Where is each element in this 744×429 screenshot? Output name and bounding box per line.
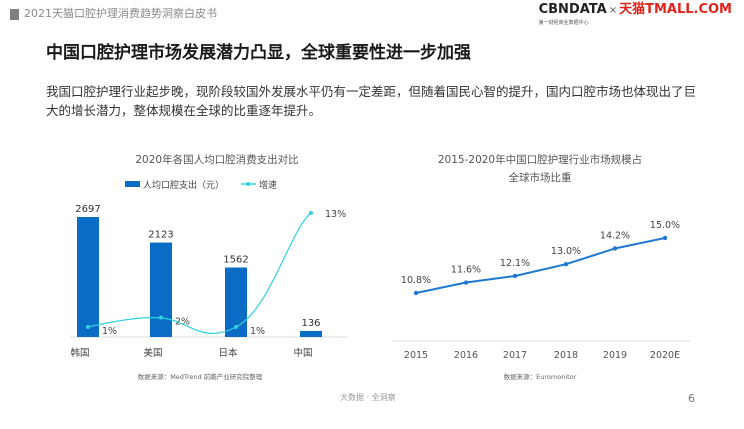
bar-value-label: 2123	[148, 230, 173, 241]
growth-point	[86, 325, 90, 329]
x-tick-label: 2015	[404, 350, 428, 361]
legend-line-label: 增速	[259, 179, 277, 191]
legend-bar-swatch	[125, 181, 140, 187]
growth-label: 1%	[102, 326, 117, 337]
logo-subtitle: 第一财经商业数据中心	[538, 20, 589, 26]
x-tick-label: 2020E	[650, 350, 680, 361]
x-tick-label: 2017	[503, 350, 527, 361]
x-tick-label: 2016	[454, 350, 478, 361]
header-marker	[10, 9, 19, 20]
share-point	[612, 246, 618, 251]
chart1-source: 数据来源：MedTrend 前瞻产业研究院整理	[138, 372, 263, 381]
logo-cbn: CBNDATA	[538, 2, 607, 17]
share-point	[662, 235, 668, 241]
share-point	[563, 261, 569, 267]
growth-label: 1%	[250, 326, 265, 337]
share-label: 15.0%	[650, 220, 680, 231]
chart1-title: 2020年各国人均口腔消费支出对比	[135, 153, 298, 166]
growth-point	[234, 325, 238, 329]
bar-value-label: 2697	[75, 204, 100, 215]
chart2-title: 2015-2020年中国口腔护理行业市场规模占	[438, 153, 642, 166]
logo: CBNDATA × 天猫TMALL.COM	[539, 2, 732, 19]
legend-bar-label: 人均口腔支出（元）	[143, 179, 224, 191]
x-tick-label: 日本	[218, 347, 238, 359]
growth-label: 13%	[325, 209, 346, 220]
bar	[300, 330, 322, 337]
page-number: 6	[688, 392, 695, 405]
share-line	[415, 237, 666, 294]
bar	[225, 267, 247, 337]
x-tick-label: 2018	[554, 350, 578, 361]
bar	[77, 217, 99, 337]
growth-label: 2%	[175, 317, 190, 328]
share-label: 13.0%	[551, 246, 581, 257]
legend-line-marker	[246, 182, 250, 186]
chart2-source: 数据来源：Euromonitor	[504, 372, 577, 381]
bar-value-label: 136	[301, 318, 320, 329]
chart2-title: 全球市场比重	[509, 171, 572, 184]
footer-tagline: 大数据 · 全洞察	[340, 393, 396, 402]
share-point	[463, 280, 469, 285]
x-tick-label: 中国	[293, 347, 312, 359]
x-tick-label: 2019	[603, 350, 627, 361]
bar	[150, 242, 172, 337]
share-point	[413, 290, 419, 296]
share-label: 12.1%	[500, 258, 530, 269]
slide-body: 我国口腔护理行业起步晚，现阶段较国外发展水平仍有一定差距，但随着国民心智的提升，…	[46, 84, 697, 118]
x-tick-label: 美国	[143, 347, 162, 359]
growth-point	[309, 211, 313, 215]
bar-value-label: 1562	[223, 255, 248, 266]
share-label: 14.2%	[600, 230, 630, 241]
share-label: 10.8%	[401, 275, 431, 286]
logo-tmall: 天猫TMALL.COM	[619, 2, 732, 17]
slide-title: 中国口腔护理市场发展潜力凸显，全球重要性进一步加强	[46, 43, 471, 63]
x-tick-label: 韩国	[70, 347, 89, 359]
growth-point	[159, 315, 163, 320]
share-label: 11.6%	[451, 265, 481, 276]
logo-separator: ×	[608, 5, 618, 16]
logo-block: CBNDATA × 天猫TMALL.COM 第一财经商业数据中心	[539, 2, 732, 27]
share-point	[512, 273, 518, 279]
document-title: 2021天猫口腔护理消费趋势洞察白皮书	[24, 7, 217, 20]
growth-line	[87, 212, 312, 334]
